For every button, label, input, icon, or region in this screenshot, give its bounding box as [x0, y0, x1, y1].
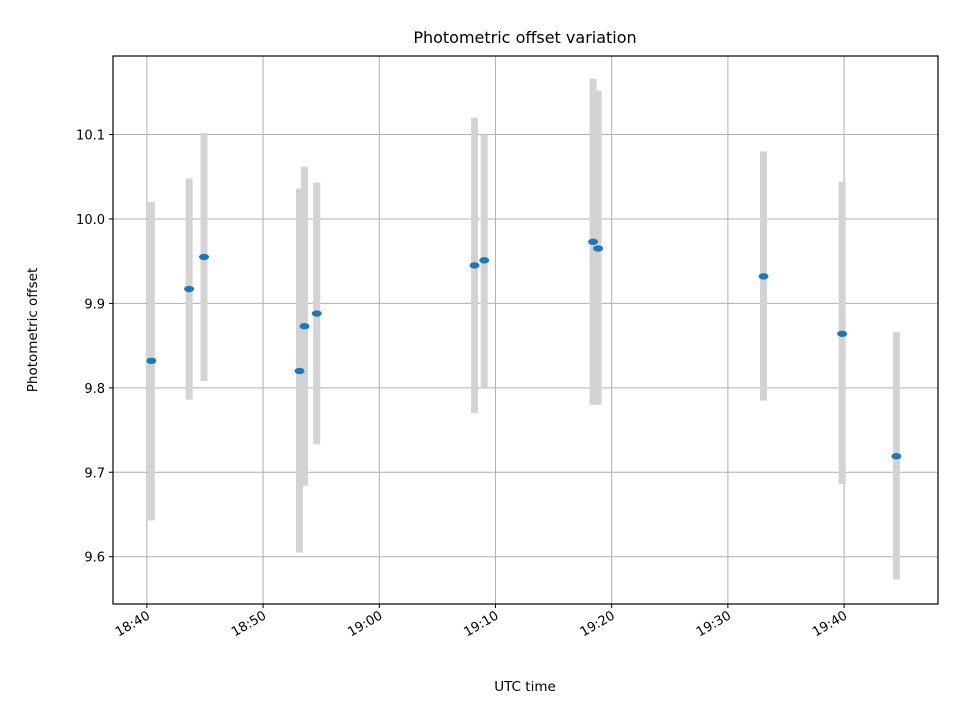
data-point: [146, 357, 157, 365]
data-point: [593, 245, 604, 252]
data-point: [184, 285, 195, 293]
y-tick-label: 9.6: [84, 551, 105, 566]
plot-frame: [112, 55, 939, 605]
y-axis-ticks: 9.6 9.7 9.8 9.9 10.0 10.1: [76, 129, 113, 566]
data-point: [891, 453, 902, 460]
data-point: [199, 253, 210, 261]
data-point: [294, 367, 305, 375]
chart-title: Photometric offset variation: [413, 28, 636, 47]
data-point: [479, 257, 490, 264]
data-point: [311, 310, 322, 317]
y-tick-label: 9.8: [84, 382, 105, 397]
data-point: [837, 330, 848, 337]
data-points: [146, 238, 902, 460]
y-tick-label: 9.9: [84, 297, 105, 312]
data-point: [469, 262, 480, 269]
data-point: [588, 238, 599, 245]
data-point: [299, 323, 310, 330]
y-tick-label: 9.7: [84, 466, 105, 481]
y-tick-label: 10.1: [76, 129, 105, 144]
data-point: [758, 273, 769, 280]
x-axis-label: UTC time: [494, 679, 556, 695]
y-axis-label: Photometric offset: [25, 268, 41, 392]
y-tick-label: 10.0: [76, 213, 105, 228]
grid-lines: [113, 56, 938, 604]
